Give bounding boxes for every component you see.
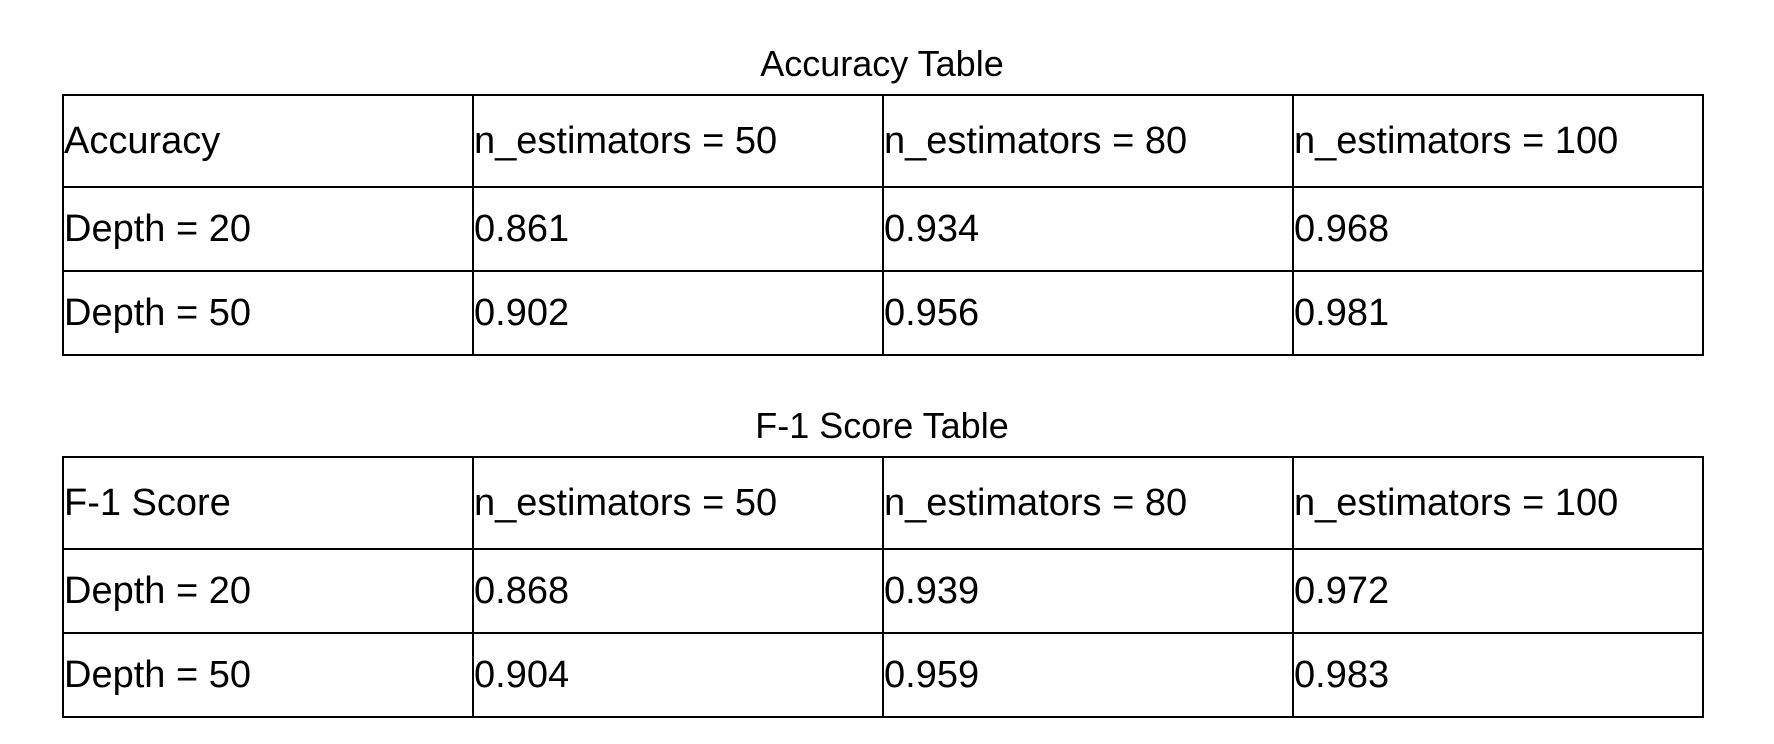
table-title: Accuracy Table <box>760 43 1004 84</box>
accuracy-table: Accuracy n_estimators = 50 n_estimators … <box>62 94 1704 356</box>
table-row: Depth = 20 0.868 0.939 0.972 <box>62 548 1704 634</box>
row-label-cell: Depth = 20 <box>62 186 474 272</box>
row-label-cell: Depth = 20 <box>62 548 474 634</box>
corner-header-cell: Accuracy <box>62 94 474 188</box>
row-label-cell: Depth = 50 <box>62 632 474 718</box>
value-cell: 0.861 <box>472 186 884 272</box>
value-cell: 0.868 <box>472 548 884 634</box>
column-header-cell: n_estimators = 50 <box>472 94 884 188</box>
f1-score-table: F-1 Score n_estimators = 50 n_estimators… <box>62 456 1704 718</box>
column-header-cell: n_estimators = 80 <box>882 456 1294 550</box>
corner-header-cell: F-1 Score <box>62 456 474 550</box>
column-header-cell: n_estimators = 100 <box>1292 456 1704 550</box>
value-cell: 0.968 <box>1292 186 1704 272</box>
accuracy-table-block: Accuracy Table Accuracy n_estimators = 5… <box>62 40 1704 356</box>
f1-score-table-block: F-1 Score Table F-1 Score n_estimators =… <box>62 402 1704 718</box>
column-header-cell: n_estimators = 100 <box>1292 94 1704 188</box>
value-cell: 0.959 <box>882 632 1294 718</box>
value-cell: 0.956 <box>882 270 1294 356</box>
table-header-row: F-1 Score n_estimators = 50 n_estimators… <box>62 456 1704 550</box>
table-row: Depth = 20 0.861 0.934 0.968 <box>62 186 1704 272</box>
column-header-cell: n_estimators = 80 <box>882 94 1294 188</box>
value-cell: 0.902 <box>472 270 884 356</box>
table-row: Depth = 50 0.904 0.959 0.983 <box>62 632 1704 718</box>
value-cell: 0.981 <box>1292 270 1704 356</box>
table-row: Depth = 50 0.902 0.956 0.981 <box>62 270 1704 356</box>
row-label-cell: Depth = 50 <box>62 270 474 356</box>
value-cell: 0.983 <box>1292 632 1704 718</box>
column-header-cell: n_estimators = 50 <box>472 456 884 550</box>
value-cell: 0.939 <box>882 548 1294 634</box>
value-cell: 0.934 <box>882 186 1294 272</box>
table-header-row: Accuracy n_estimators = 50 n_estimators … <box>62 94 1704 188</box>
value-cell: 0.972 <box>1292 548 1704 634</box>
value-cell: 0.904 <box>472 632 884 718</box>
table-title: F-1 Score Table <box>755 405 1009 446</box>
